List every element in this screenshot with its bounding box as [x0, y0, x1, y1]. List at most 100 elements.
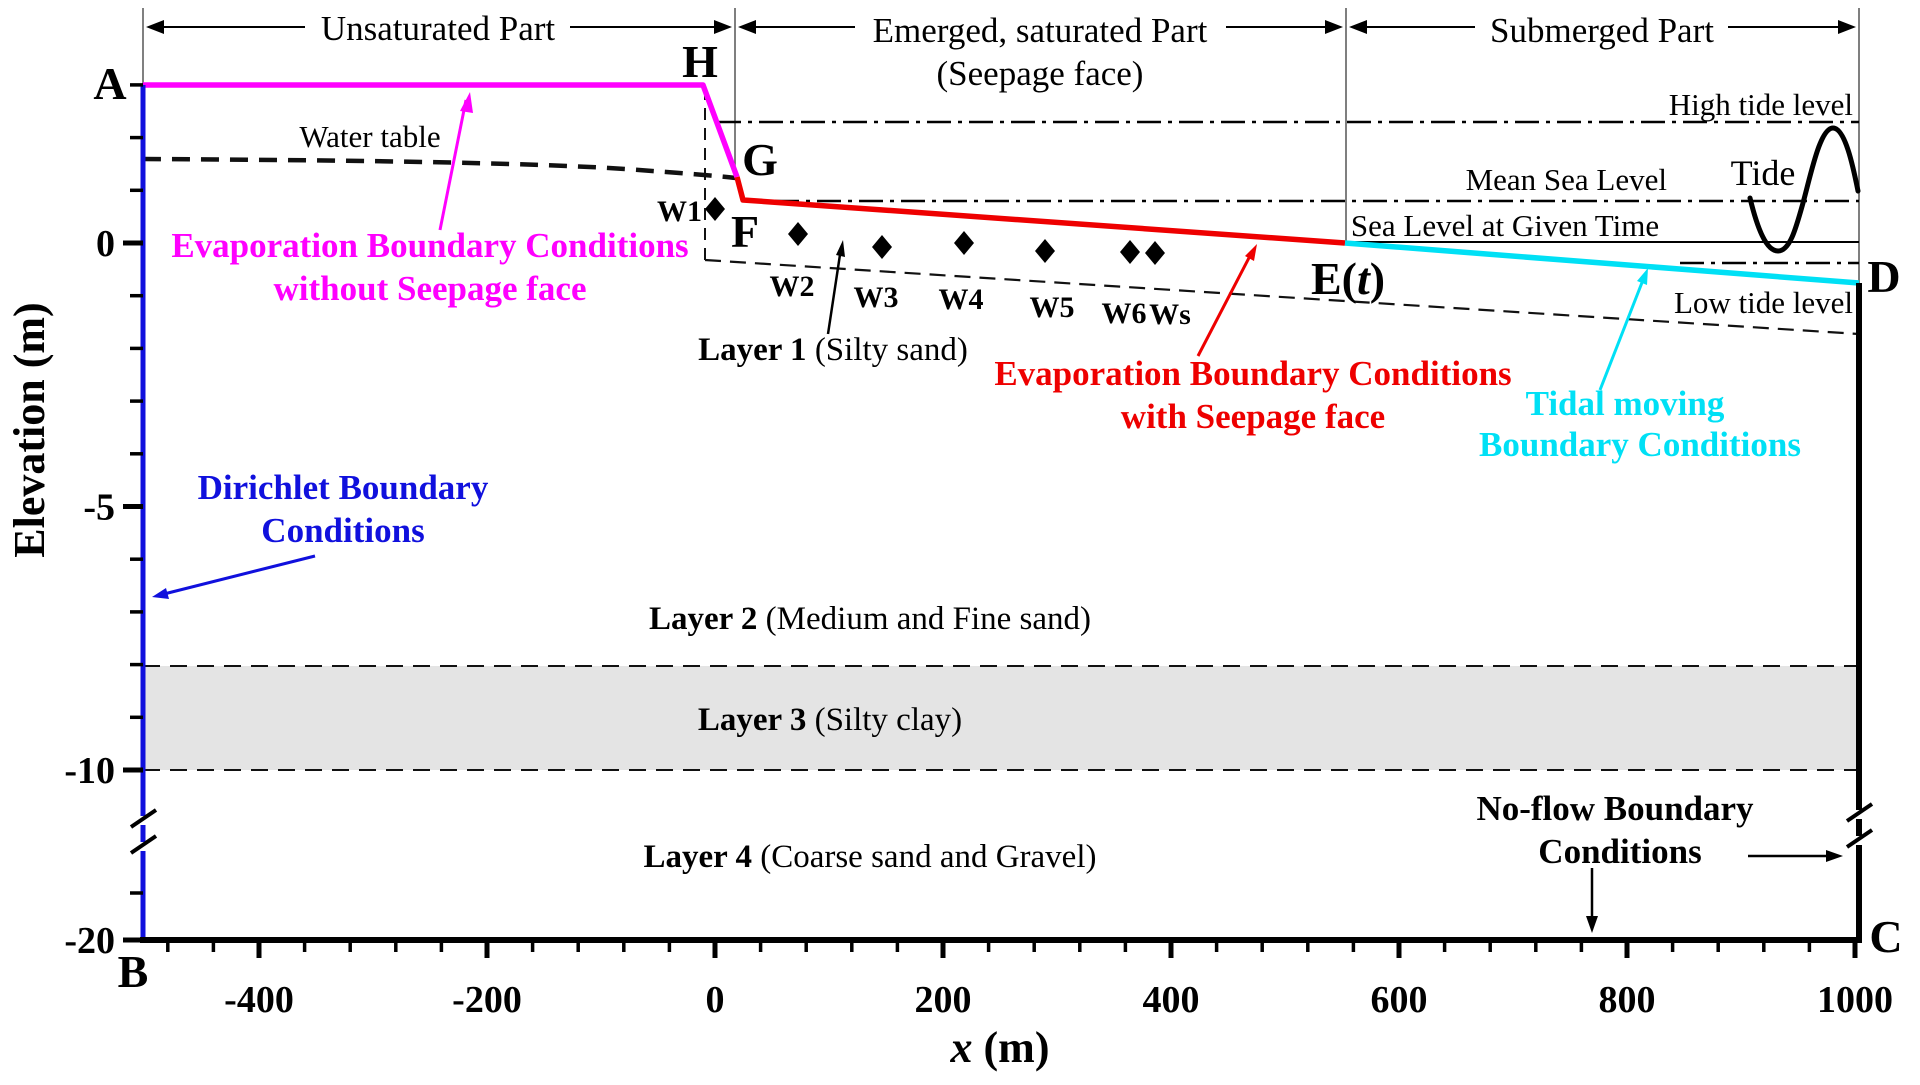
layer2-label: Layer 2 (Medium and Fine sand) [649, 601, 1091, 637]
y-tick-label: -10 [64, 750, 115, 792]
well-label: W6 [1102, 297, 1147, 330]
region-label-unsaturated: Unsaturated Part [321, 9, 556, 48]
tide-sine-curve [1747, 125, 1861, 254]
x-tick-label: 0 [706, 979, 725, 1021]
right-axis-break [1845, 802, 1874, 849]
evap-seepage-label-line1: Evaporation Boundary Conditions [994, 354, 1511, 393]
well-diamond-marker [1145, 241, 1165, 265]
layer3-silty-clay-band [144, 666, 1858, 770]
layer2-material: (Medium and Fine sand) [757, 601, 1091, 637]
well-diamond-marker [954, 231, 974, 255]
evap-seepage-label-line2: with Seepage face [1121, 397, 1385, 436]
well-label: W1 [657, 195, 702, 228]
water-table-label: Water table [299, 119, 440, 154]
water-table-dashed-curve [142, 156, 737, 181]
point-label-F: F [731, 206, 759, 257]
well-diamond-marker [705, 197, 725, 221]
layer4-label: Layer 4 (Coarse sand and Gravel) [643, 839, 1096, 875]
noflow-bottom-arrowhead [1586, 916, 1598, 933]
x-axis-title-unit: (m) [973, 1023, 1050, 1072]
point-label-G: G [742, 134, 778, 185]
y-tick-label: -20 [64, 920, 115, 962]
y-axis-ticks: 0 -5 -10 -20 [64, 83, 143, 962]
y-axis-title: Elevation (m) [5, 302, 54, 557]
x-tick-label: 1000 [1817, 979, 1893, 1021]
mean-sea-level-label: Mean Sea Level [1466, 162, 1667, 197]
evap-no-seepage-leader-line [438, 99, 468, 231]
noflow-label-line1: No-flow Boundary [1476, 789, 1754, 828]
layer3-name: Layer 3 [698, 702, 806, 738]
layer3-label: Layer 3 (Silty clay) [698, 702, 962, 738]
well-diamond-marker [872, 235, 892, 259]
x-axis-title-x: x [950, 1023, 973, 1072]
well-diamond-marker [788, 222, 808, 246]
well-label: W2 [770, 270, 815, 303]
dirichlet-arrowhead [152, 588, 169, 599]
high-tide-label: High tide level [1669, 87, 1853, 122]
evap-no-seepage-arrowhead [460, 92, 473, 113]
tidal-label-line2: Boundary Conditions [1479, 425, 1801, 464]
noflow-right-arrowhead [1826, 850, 1843, 862]
layer1-bottom-dashed-line [704, 258, 1860, 336]
tidal-moving-boundary-line [1344, 240, 1860, 286]
evap-seepage-arrowhead [1245, 244, 1257, 261]
point-label-A: A [93, 58, 126, 109]
arrowhead-right-emerged [1325, 20, 1343, 34]
point-label-C: C [1869, 911, 1902, 962]
tidal-leader-line [1598, 279, 1645, 391]
tidal-arrowhead [1637, 268, 1648, 285]
layer1-leader-line [826, 247, 843, 335]
arrowhead-left-emerged [738, 20, 756, 34]
region-label-submerged: Submerged Part [1490, 11, 1714, 50]
point-label-D: D [1867, 251, 1900, 302]
layer1-arrowhead [836, 240, 845, 257]
arrowhead-right-submerged [1838, 20, 1856, 34]
x-tick-label: 200 [915, 979, 972, 1021]
region-label-emerged: Emerged, saturated Part [873, 11, 1208, 50]
arrowhead-left-submerged [1349, 20, 1367, 34]
evap-seepage-leader-line [1196, 251, 1254, 357]
y-tick-label: -5 [83, 487, 115, 529]
x-tick-label: 400 [1143, 979, 1200, 1021]
x-tick-label: 600 [1371, 979, 1428, 1021]
tidal-label-line1: Tidal moving [1526, 384, 1725, 423]
tide-label: Tide [1731, 153, 1796, 193]
x-axis-ticks: -400 -200 0 200 400 600 800 1000 [166, 940, 1893, 1021]
evaporation-seepage-boundary-line [734, 176, 1346, 246]
x-tick-label: -400 [224, 979, 294, 1021]
layer1-label: Layer 1 (Silty sand) [698, 332, 968, 368]
layer2-name: Layer 2 [649, 601, 757, 637]
evap-no-seepage-label-line1: Evaporation Boundary Conditions [171, 226, 688, 265]
layer1-name: Layer 1 [698, 332, 806, 368]
well-label: W4 [939, 283, 984, 316]
low-tide-label: Low tide level [1674, 285, 1853, 320]
well-markers: W1 W2 W3 W4 W5 W6 Ws [657, 195, 1191, 331]
point-label-E-prefix: E( [1311, 253, 1357, 304]
dirichlet-leader-line [159, 554, 316, 597]
well-diamond-marker [1120, 240, 1140, 264]
arrowhead-left-unsaturated [146, 20, 164, 34]
point-label-E-t: t [1357, 253, 1371, 304]
well-label: Ws [1149, 298, 1191, 331]
layer3-material: (Silty clay) [806, 702, 962, 738]
point-label-H: H [682, 36, 718, 87]
point-label-B: B [118, 946, 149, 997]
layer1-material: (Silty sand) [807, 332, 968, 368]
dimension-arrowheads [146, 20, 1856, 34]
x-tick-label: -200 [452, 979, 522, 1021]
well-label: W3 [854, 281, 899, 314]
left-axis-break [129, 808, 158, 855]
noflow-label-line2: Conditions [1538, 832, 1701, 871]
dirichlet-label-line2: Conditions [261, 511, 424, 550]
evaporation-no-seepage-boundary-line [143, 82, 740, 178]
arrowhead-right-unsaturated [714, 20, 732, 34]
dirichlet-label-line1: Dirichlet Boundary [198, 468, 489, 507]
well-label: W5 [1030, 291, 1075, 324]
leader-arrows [152, 92, 1843, 933]
well-diamond-marker [1035, 239, 1055, 263]
x-axis-title: x (m) [950, 1023, 1050, 1072]
point-label-E: E(t) [1311, 253, 1385, 304]
sea-level-given-time-label: Sea Level at Given Time [1351, 208, 1659, 243]
